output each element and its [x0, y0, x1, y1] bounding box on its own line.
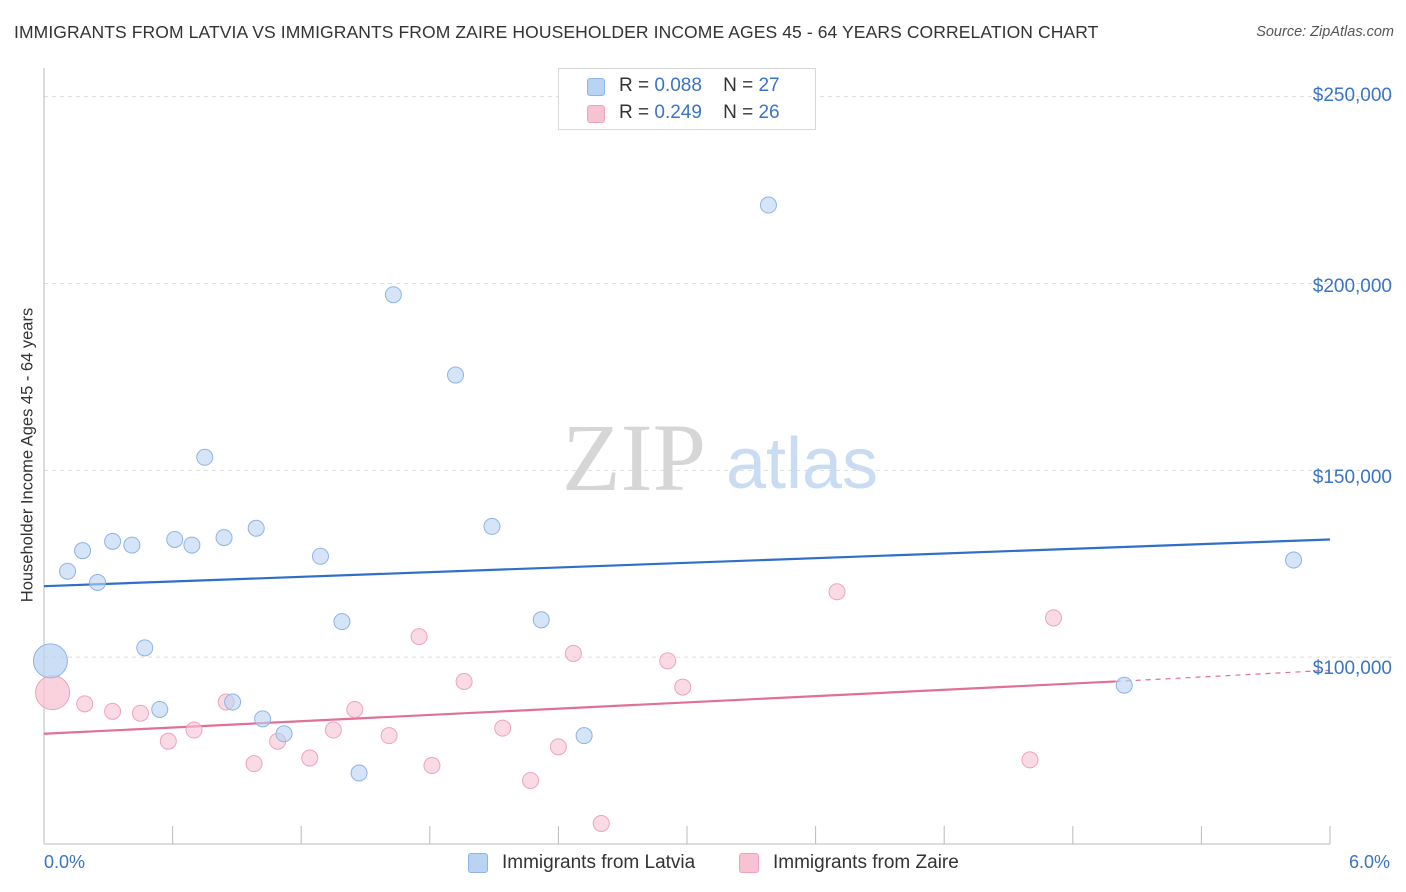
latvia-n-label: N =: [723, 75, 754, 96]
latvia-r-label: R =: [619, 75, 650, 96]
zaire-point: [35, 675, 71, 711]
chart-title: IMMIGRANTS FROM LATVIA VS IMMIGRANTS FRO…: [14, 22, 1099, 42]
latvia-point: [575, 727, 593, 745]
zaire-trend-extension: [1115, 669, 1331, 683]
latvia-point: [1285, 551, 1303, 569]
zaire-trend-line: [43, 680, 1116, 735]
zaire-r-label: R =: [619, 102, 650, 123]
latvia-point: [275, 725, 293, 743]
watermark: ZIP atlas: [562, 404, 878, 511]
latvia-points: [32, 196, 1303, 782]
latvia-point: [183, 536, 201, 554]
latvia-point: [89, 573, 107, 591]
latvia-point: [224, 693, 242, 711]
latvia-swatch: [587, 78, 605, 96]
bottom-zaire-label: Immigrants from Zaire: [773, 852, 959, 873]
latvia-point: [166, 530, 184, 548]
latvia-point: [384, 286, 402, 304]
latvia-point: [247, 519, 265, 537]
zaire-point: [104, 702, 122, 720]
zaire-point: [76, 695, 94, 713]
latvia-point: [32, 643, 68, 679]
zaire-r-value: 0.249: [654, 102, 702, 123]
latvia-point: [104, 532, 122, 550]
bottom-latvia-swatch: [468, 853, 488, 873]
watermark-atlas: atlas: [726, 424, 878, 504]
zaire-point: [659, 652, 677, 670]
x-tick-label-min: 0.0%: [44, 852, 86, 872]
latvia-point: [333, 613, 351, 631]
latvia-point: [311, 547, 329, 565]
zaire-point: [455, 672, 473, 690]
y-tick-label-200000: $200,000: [1312, 276, 1392, 297]
bottom-zaire-swatch: [739, 853, 759, 873]
zaire-n-label: N =: [723, 102, 754, 123]
x-tick-label-max: 6.0%: [1349, 852, 1391, 872]
zaire-point: [380, 727, 398, 745]
latvia-point: [123, 536, 141, 554]
zaire-point: [522, 771, 540, 789]
latvia-point: [59, 562, 77, 580]
zaire-point: [549, 738, 567, 756]
zaire-point: [324, 721, 342, 739]
zaire-point: [828, 583, 846, 601]
stats-legend: R = 0.088 N = 27 R = 0.249 N = 26: [558, 68, 816, 130]
zaire-point: [301, 749, 319, 767]
latvia-point: [151, 700, 169, 718]
latvia-point: [1115, 676, 1133, 694]
zaire-n-value: 26: [758, 102, 780, 123]
latvia-n-value: 27: [758, 75, 780, 96]
zaire-point: [674, 678, 692, 696]
y-tick-label-250000: $250,000: [1312, 85, 1392, 106]
latvia-point: [532, 611, 550, 629]
zaire-point: [1045, 609, 1063, 627]
latvia-point: [136, 639, 154, 657]
zaire-swatch: [587, 105, 605, 123]
source-label: Source: ZipAtlas.com: [1256, 24, 1394, 40]
zaire-point: [346, 700, 364, 718]
zaire-point: [185, 721, 203, 739]
trend-lines: [43, 538, 1331, 735]
latvia-r-value: 0.088: [654, 75, 702, 96]
latvia-point: [447, 366, 465, 384]
y-tick-label-150000: $150,000: [1312, 467, 1392, 488]
latvia-point: [483, 517, 501, 535]
latvia-point: [254, 710, 272, 728]
zaire-point: [410, 628, 428, 646]
gridlines: [44, 96, 1394, 658]
latvia-trend-line: [43, 538, 1331, 588]
zaire-point: [159, 732, 177, 750]
zaire-point: [131, 704, 149, 722]
zaire-point: [1021, 751, 1039, 769]
zaire-point: [494, 719, 512, 737]
zaire-point: [423, 757, 441, 775]
latvia-point: [350, 764, 368, 782]
latvia-point: [759, 196, 777, 214]
zaire-point: [592, 814, 610, 832]
latvia-point: [74, 542, 92, 560]
latvia-point: [215, 529, 233, 547]
bottom-latvia-label: Immigrants from Latvia: [502, 852, 696, 873]
zaire-point: [564, 644, 582, 662]
axes: [43, 68, 1331, 845]
latvia-point: [196, 448, 214, 466]
zaire-points: [35, 583, 1063, 832]
y-tick-label-100000: $100,000: [1312, 658, 1392, 679]
zaire-point: [245, 755, 263, 773]
watermark-zip: ZIP: [562, 404, 706, 511]
